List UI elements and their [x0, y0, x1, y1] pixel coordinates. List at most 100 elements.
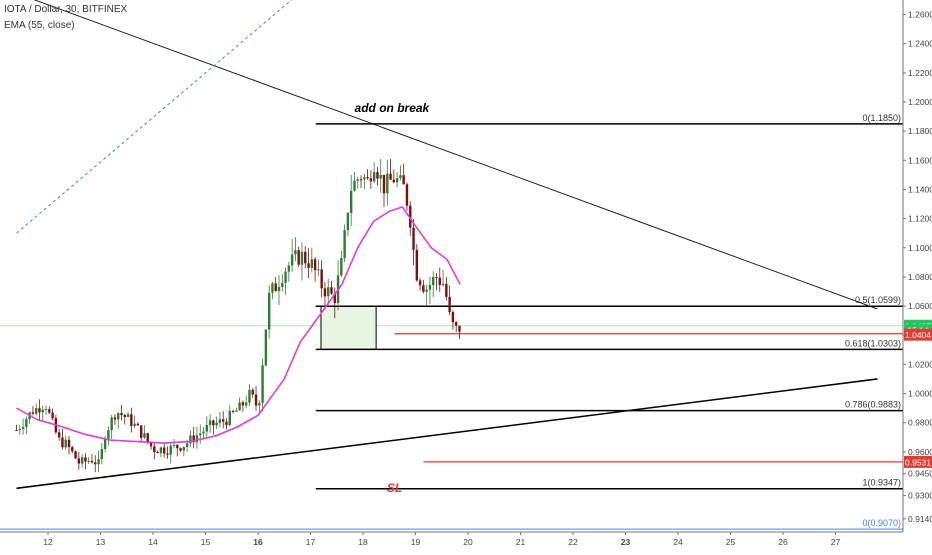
candle-body: [192, 435, 195, 443]
candle: [402, 163, 405, 185]
x-tick-label: 18: [358, 537, 368, 547]
candle: [199, 424, 202, 444]
candle: [343, 224, 346, 263]
candle: [166, 446, 169, 459]
candle-body: [51, 412, 54, 419]
candle-body: [25, 419, 28, 427]
x-tick-label: 15: [201, 537, 211, 547]
candle-body: [77, 458, 81, 464]
x-tick-label: 22: [568, 537, 578, 547]
fib-level-label: 0.618(1.0303): [845, 338, 901, 348]
x-tick-label: 13: [96, 537, 106, 547]
candle: [399, 165, 402, 181]
candle: [366, 169, 369, 180]
candle: [281, 274, 284, 292]
candle: [313, 257, 317, 282]
candle: [395, 172, 399, 188]
candle-body: [284, 271, 287, 283]
candle: [51, 408, 54, 421]
candle-body: [185, 443, 189, 448]
candle: [162, 443, 166, 458]
level-badge-text: 0.9531: [905, 457, 931, 467]
y-tick-label: 1.2000: [908, 97, 932, 107]
candle-body: [199, 433, 202, 436]
candle: [441, 269, 445, 287]
candle: [300, 242, 304, 281]
candle-body: [205, 424, 209, 432]
fib-level-label: 0.786(0.9883): [845, 400, 901, 410]
candle: [25, 416, 28, 435]
y-tick-label: 1.1200: [908, 214, 932, 224]
candle-body: [156, 452, 159, 454]
candle-body: [386, 173, 389, 194]
x-tick-label: 27: [831, 537, 841, 547]
candle: [139, 425, 143, 443]
candle-body: [438, 277, 441, 285]
candle: [87, 456, 90, 465]
x-tick-label: 19: [411, 537, 421, 547]
plot-area: [0, 0, 903, 532]
candle: [261, 358, 264, 412]
candle-body: [458, 325, 461, 332]
candle: [438, 267, 441, 293]
candle-body: [143, 433, 146, 438]
candle-body: [176, 444, 179, 449]
candle: [454, 321, 458, 333]
candle: [405, 182, 409, 211]
candle-body: [281, 282, 284, 287]
candle-body: [228, 411, 231, 425]
candle-body: [251, 389, 254, 395]
candle: [428, 276, 432, 305]
candle-body: [307, 263, 310, 268]
candle: [307, 248, 310, 279]
candle: [38, 399, 41, 422]
candle: [192, 427, 195, 449]
candle: [327, 278, 330, 305]
candle: [392, 169, 396, 184]
candle-body: [231, 411, 235, 413]
candle-body: [310, 259, 314, 268]
add-on-break-annotation: add on break: [355, 101, 431, 115]
candle-body: [356, 179, 359, 181]
candle: [333, 287, 336, 319]
candle-body: [402, 175, 405, 185]
candle-body: [130, 414, 133, 426]
candle: [182, 446, 186, 457]
candle-body: [166, 453, 169, 455]
candle-body: [120, 413, 123, 416]
candle: [205, 416, 209, 437]
candle-body: [418, 280, 422, 286]
candle: [346, 212, 350, 236]
candle: [274, 276, 277, 292]
candle: [376, 167, 379, 186]
candle: [271, 281, 274, 300]
candle: [80, 454, 84, 468]
candle-body: [258, 402, 261, 406]
candle: [117, 412, 120, 429]
candle: [133, 415, 136, 429]
candle-body: [454, 322, 458, 326]
candle: [235, 407, 238, 412]
candle-body: [107, 430, 110, 439]
candle-body: [87, 461, 90, 463]
candle: [212, 419, 215, 435]
candle-body: [376, 172, 379, 179]
candle: [18, 424, 21, 435]
candle-body: [451, 312, 455, 323]
x-tick-label: 26: [778, 537, 788, 547]
candle-body: [274, 283, 277, 292]
candle-body: [238, 402, 241, 411]
candle: [244, 395, 248, 409]
candle-body: [290, 254, 294, 266]
indicator-legend: EMA (55, close): [4, 20, 75, 31]
candle: [254, 386, 258, 411]
candle: [64, 435, 67, 450]
candle-body: [136, 423, 140, 426]
candle-body: [189, 435, 192, 444]
candle: [143, 425, 146, 440]
candle-body: [133, 423, 136, 426]
candle: [176, 444, 179, 457]
candle: [84, 453, 87, 470]
candle: [159, 446, 163, 457]
